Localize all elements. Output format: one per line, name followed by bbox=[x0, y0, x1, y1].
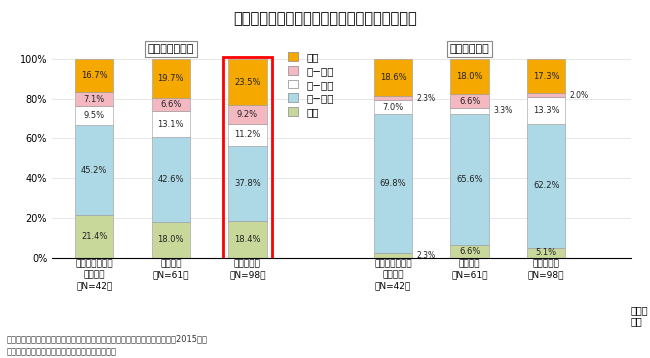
Text: 21.4%: 21.4% bbox=[81, 232, 107, 241]
Bar bbox=[228, 221, 266, 258]
Text: 18.4%: 18.4% bbox=[234, 235, 261, 244]
Bar bbox=[75, 59, 113, 92]
Bar bbox=[151, 222, 190, 258]
Text: 13.1%: 13.1% bbox=[157, 120, 184, 129]
Bar bbox=[374, 59, 412, 96]
Bar bbox=[151, 137, 190, 222]
Text: 23.5%: 23.5% bbox=[234, 78, 261, 87]
Text: 5.1%: 5.1% bbox=[536, 248, 557, 257]
Text: 45.2%: 45.2% bbox=[81, 166, 107, 175]
Text: 42.6%: 42.6% bbox=[157, 175, 184, 184]
Text: 6.6%: 6.6% bbox=[459, 97, 480, 106]
Bar bbox=[527, 248, 566, 258]
Bar bbox=[75, 125, 113, 215]
Text: 69.8%: 69.8% bbox=[380, 179, 406, 188]
Text: 18.6%: 18.6% bbox=[380, 73, 406, 82]
Bar bbox=[374, 114, 412, 253]
Bar bbox=[527, 93, 566, 97]
Bar bbox=[223, 57, 272, 259]
Bar bbox=[151, 98, 190, 111]
Text: 18.0%: 18.0% bbox=[456, 72, 483, 81]
Bar bbox=[527, 124, 566, 248]
Text: 62.2%: 62.2% bbox=[533, 181, 560, 190]
Text: 13.3%: 13.3% bbox=[533, 106, 560, 115]
Text: 資料出所）労働政策研究・研修機構「職業キャリアと生活に関する調査」（2015年）: 資料出所）労働政策研究・研修機構「職業キャリアと生活に関する調査」（2015年） bbox=[6, 335, 207, 344]
Bar bbox=[527, 97, 566, 124]
Bar bbox=[151, 59, 190, 98]
Text: 6.6%: 6.6% bbox=[160, 100, 181, 109]
Text: 7.0%: 7.0% bbox=[382, 103, 404, 112]
Text: 16.7%: 16.7% bbox=[81, 71, 107, 80]
Bar bbox=[75, 106, 113, 125]
Text: 男女の
職域: 男女の 職域 bbox=[630, 305, 648, 326]
Text: 2.0%: 2.0% bbox=[570, 91, 589, 100]
Legend: ７日, ５−６日, ３−４日, １−２日, ０日: ７日, ５−６日, ３−４日, １−２日, ０日 bbox=[286, 50, 336, 119]
Bar bbox=[228, 59, 266, 105]
Bar bbox=[228, 105, 266, 124]
Text: 分析対象：６歳未満の子と同居する正規雇用男性: 分析対象：６歳未満の子と同居する正規雇用男性 bbox=[6, 347, 116, 356]
Text: 65.6%: 65.6% bbox=[456, 175, 483, 184]
Bar bbox=[450, 245, 489, 258]
Text: 6.6%: 6.6% bbox=[459, 247, 480, 256]
Text: 身の回りの世話: 身の回りの世話 bbox=[148, 44, 194, 54]
Bar bbox=[75, 92, 113, 106]
Text: 18.0%: 18.0% bbox=[157, 235, 184, 245]
Bar bbox=[75, 215, 113, 258]
Bar bbox=[374, 96, 412, 101]
Bar bbox=[374, 253, 412, 258]
Bar bbox=[151, 111, 190, 137]
Text: 3.3%: 3.3% bbox=[493, 106, 513, 115]
Bar bbox=[527, 59, 566, 93]
Text: 11.2%: 11.2% bbox=[234, 130, 261, 139]
Bar bbox=[228, 124, 266, 146]
Text: 9.2%: 9.2% bbox=[237, 110, 258, 119]
Bar bbox=[450, 95, 489, 108]
Bar bbox=[450, 59, 489, 95]
Bar bbox=[374, 101, 412, 114]
Bar bbox=[450, 114, 489, 245]
Text: 37.8%: 37.8% bbox=[234, 179, 261, 188]
Text: 9.5%: 9.5% bbox=[84, 111, 105, 120]
Text: 17.3%: 17.3% bbox=[533, 72, 560, 81]
Text: 19.7%: 19.7% bbox=[157, 74, 184, 83]
Text: 2.3%: 2.3% bbox=[417, 94, 436, 103]
Text: 7.1%: 7.1% bbox=[83, 95, 105, 104]
Text: 2.3%: 2.3% bbox=[417, 251, 436, 260]
Bar bbox=[450, 108, 489, 114]
Bar bbox=[228, 146, 266, 221]
Text: 図表７　男女の職域別　１週間の末子育児頻度: 図表７ 男女の職域別 １週間の末子育児頻度 bbox=[233, 11, 417, 26]
Text: 子どもと遊ぶ: 子どもと遊ぶ bbox=[450, 44, 489, 54]
